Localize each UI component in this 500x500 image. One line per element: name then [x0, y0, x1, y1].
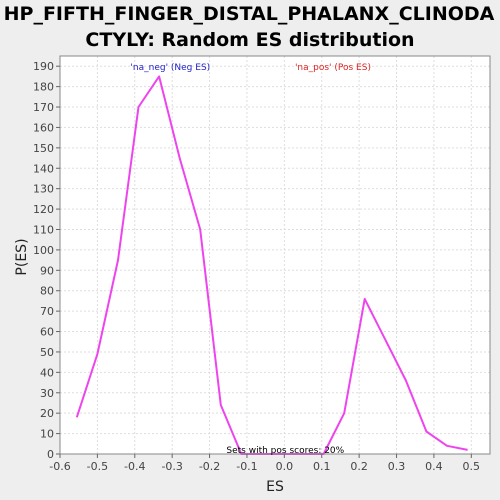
x-tick-label: -0.3: [161, 460, 182, 473]
y-tick-label: 0: [47, 448, 54, 461]
x-tick-label: -0.1: [236, 460, 257, 473]
x-tick-label: 0.3: [388, 460, 406, 473]
y-tick-label: 40: [40, 366, 54, 379]
y-tick-label: 150: [33, 142, 54, 155]
title-line-1: HP_FIFTH_FINGER_DISTAL_PHALANX_CLINODA: [3, 3, 495, 25]
page-title: HP_FIFTH_FINGER_DISTAL_PHALANX_CLINODA C…: [0, 1, 500, 53]
x-axis-label: ES: [266, 479, 284, 495]
x-tick-label: 0.5: [463, 460, 481, 473]
y-tick-label: 160: [33, 121, 54, 134]
y-tick-label: 180: [33, 81, 54, 94]
title-line-2: CTYLY: Random ES distribution: [85, 29, 415, 51]
y-tick-label: 100: [33, 244, 54, 257]
y-axis: 0 10 20 30 40 50 60 70 80 90 100 110 120 130 140 150 160…: [33, 60, 60, 461]
y-tick-label: 70: [40, 305, 54, 318]
y-tick-label: 190: [33, 60, 54, 73]
y-tick-label: 140: [33, 162, 54, 175]
x-tick-label: -0.6: [49, 460, 70, 473]
x-tick-label: 0.4: [425, 460, 443, 473]
x-tick-label: -0.4: [124, 460, 145, 473]
x-tick-label: 0.2: [350, 460, 368, 473]
y-tick-label: 110: [33, 223, 54, 236]
y-tick-label: 60: [40, 326, 54, 339]
legend: 'na_neg' (Neg ES) 'na_pos' (Pos ES): [130, 63, 371, 73]
y-axis-label: P(ES): [14, 238, 30, 275]
y-tick-label: 80: [40, 285, 54, 298]
y-tick-label: 170: [33, 101, 54, 114]
y-tick-label: 120: [33, 203, 54, 216]
y-tick-label: 130: [33, 183, 54, 196]
x-tick-label: 0.1: [313, 460, 331, 473]
plot-area: [60, 56, 490, 454]
x-axis: -0.6 -0.5 -0.4 -0.3 -0.2 -0.1 0.0 0.1 0.2 0.3 0.4 0…: [49, 454, 480, 473]
x-tick-label: -0.2: [199, 460, 220, 473]
x-tick-label: 0.0: [276, 460, 294, 473]
y-tick-label: 50: [40, 346, 54, 359]
pos-score-annotation: Sets with pos scores: 20%: [226, 446, 344, 456]
legend-entry: 'na_pos' (Pos ES): [295, 63, 371, 73]
y-tick-label: 20: [40, 407, 54, 420]
plot-frame: [59, 55, 491, 455]
y-tick-label: 10: [40, 428, 54, 441]
x-tick-label: -0.5: [87, 460, 108, 473]
y-tick-label: 30: [40, 387, 54, 400]
y-tick-label: 90: [40, 264, 54, 277]
legend-entry: 'na_neg' (Neg ES): [130, 63, 210, 73]
